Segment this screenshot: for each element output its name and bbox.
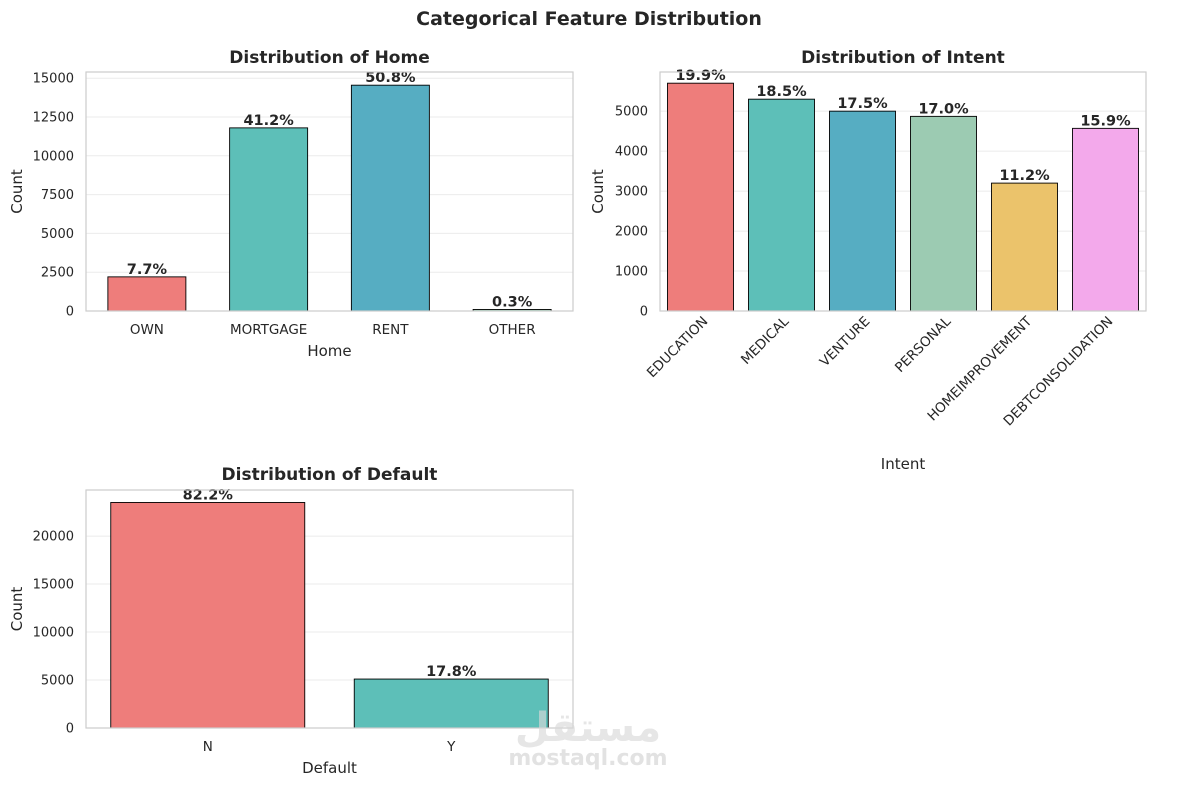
plot-frame [85, 489, 574, 729]
y-tick-label: 10000 [33, 626, 74, 641]
watermark-text: mostaql.com [508, 746, 667, 771]
bar-own [107, 276, 187, 312]
y-tick-label: 2500 [41, 266, 74, 281]
x-tick-label: PERSONAL [892, 313, 955, 376]
bar-data-label: 7.7% [127, 262, 168, 278]
bar-medical [748, 98, 815, 312]
figure-suptitle: Categorical Feature Distribution [416, 8, 762, 30]
x-tick-label: Y [446, 739, 456, 755]
chart-panel-2: 0 1000 2000 3000 4000 5000 19.9% EDUCATION 18.5%… [589, 48, 1147, 473]
x-tick-label: VENTURE [817, 314, 874, 371]
y-tick-label: 20000 [33, 530, 74, 545]
y-tick-label: 10000 [33, 149, 74, 164]
y-tick-label: 5000 [41, 674, 74, 689]
y-tick-label: 15000 [33, 72, 74, 87]
y-tick-label: 2000 [615, 225, 648, 240]
y-axis-label: Count [8, 169, 26, 214]
panel-title: Distribution of Default [222, 465, 438, 485]
bar-data-label: 82.2% [183, 487, 234, 503]
bar-data-label: 19.9% [675, 68, 726, 84]
bar-debtconsolidation [1072, 127, 1139, 312]
watermark-logo: مستقل [515, 705, 661, 751]
y-tick-label: 4000 [615, 145, 648, 160]
x-tick-label: RENT [372, 322, 409, 338]
x-tick-label: OTHER [489, 322, 536, 338]
x-tick-label: MEDICAL [738, 313, 793, 368]
y-tick-label: 5000 [615, 105, 648, 120]
bar-mortgage [229, 127, 309, 312]
chart-panel-3: 0 5000 10000 15000 20000 82.2% N 17.8% Y Distribu… [8, 465, 574, 777]
bar-rent [350, 84, 430, 312]
x-tick-label: EDUCATION [644, 314, 711, 381]
chart-panels: 02500500075001000012500150007.7%OWN41.2%… [8, 48, 1147, 777]
bar-homeimprovement [991, 182, 1058, 312]
x-axis-label: Home [307, 342, 351, 360]
y-tick-label: 5000 [41, 227, 74, 242]
bar-n [110, 502, 306, 729]
x-tick-label: N [203, 739, 213, 755]
x-axis-label: Intent [881, 455, 926, 473]
x-tick-label: MORTGAGE [230, 322, 307, 338]
y-tick-label: 0 [66, 722, 74, 737]
x-axis-label: Default [302, 759, 357, 777]
y-tick-label: 15000 [33, 578, 74, 593]
bar-data-label: 17.0% [918, 101, 969, 117]
bar-data-label: 17.8% [426, 664, 477, 680]
y-tick-label: 0 [66, 305, 74, 320]
panel-title: Distribution of Intent [801, 48, 1005, 68]
bar-education [667, 82, 734, 312]
y-axis-label: Count [8, 587, 26, 632]
plot-frame [85, 71, 574, 312]
panel-title: Distribution of Home [229, 48, 429, 68]
bar-data-label: 41.2% [243, 113, 294, 129]
bar-data-label: 17.5% [837, 96, 888, 112]
bar-data-label: 50.8% [365, 70, 416, 86]
bar-data-label: 0.3% [492, 294, 533, 310]
plot-frame [659, 71, 1147, 312]
y-tick-label: 0 [640, 305, 648, 320]
x-tick-label: OWN [130, 322, 164, 338]
watermark: مستقل mostaql.com [508, 705, 667, 771]
y-axis-label: Count [589, 169, 607, 214]
bar-data-label: 15.9% [1080, 113, 1131, 129]
bar-y [353, 678, 549, 729]
y-tick-label: 7500 [41, 188, 74, 203]
bar-personal [910, 115, 977, 312]
bar-data-label: 18.5% [756, 84, 807, 100]
chart-panel-1: 0 2500 5000 7500 10000 12500 15000 7.7% OWN 41.2%… [8, 48, 574, 360]
y-tick-label: 12500 [33, 111, 74, 126]
bar-venture [829, 110, 896, 312]
bar-data-label: 11.2% [999, 168, 1050, 184]
y-tick-label: 1000 [615, 265, 648, 280]
y-tick-label: 3000 [615, 185, 648, 200]
